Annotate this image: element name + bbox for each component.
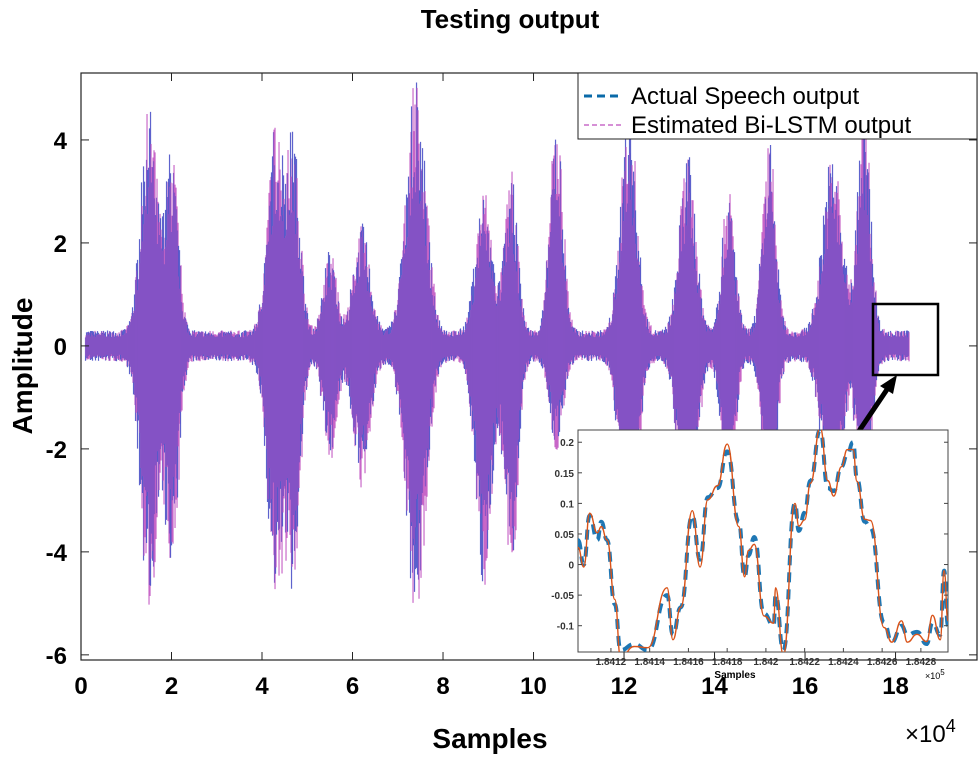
inset-chart: 1.8412 1.8414 1.8416 1.8418 1.842 1.8422 1.842… <box>551 429 949 681</box>
x-multiplier-exp: 4 <box>946 716 956 736</box>
inset-plot <box>578 430 948 652</box>
main-ticks: 0 2 4 6 8 10 12 14 16 18 4 2 0 -2 -4 -6 <box>46 73 977 700</box>
x-tick-label: 14 <box>701 673 728 700</box>
x-tick-label: 16 <box>792 673 819 700</box>
zoom-region-box <box>871 302 940 377</box>
y-tick-label: 4 <box>54 128 68 155</box>
inset-background <box>577 429 949 653</box>
x-tick-label: 8 <box>436 673 449 700</box>
zoom-arrowhead <box>880 375 897 394</box>
y-tick-label: -2 <box>46 437 67 464</box>
y-axis-label: Amplitude <box>7 298 38 435</box>
inset-x-multiplier-base: ×10 <box>925 671 940 681</box>
inset-x-tick-label: 1.8422 <box>789 657 820 668</box>
x-axis-label: Samples <box>432 723 547 754</box>
y-tick-label: 0 <box>54 334 67 361</box>
y-tick-label: -6 <box>46 643 67 670</box>
legend-label-estimated: Estimated Bi-LSTM output <box>631 112 911 139</box>
inset-x-tick-label: 1.8428 <box>906 657 937 668</box>
legend-box <box>577 72 978 140</box>
inset-y-tick-label: 0 <box>568 561 574 572</box>
inset-x-multiplier: ×105 <box>925 668 945 681</box>
x-tick-label: 10 <box>520 673 547 700</box>
inset-x-tick-label: 1.8412 <box>596 657 627 668</box>
inset-ticks: 1.8412 1.8414 1.8416 1.8418 1.842 1.8422 1.842… <box>551 438 948 668</box>
inset-y-tick-label: 0.05 <box>555 530 575 541</box>
x-tick-label: 0 <box>74 673 87 700</box>
inset-x-tick-label: 1.842 <box>753 657 778 668</box>
inset-y-tick-label: 0.2 <box>560 438 574 449</box>
inset-x-tick-label: 1.8416 <box>673 657 704 668</box>
x-tick-label: 12 <box>611 673 638 700</box>
x-tick-label: 18 <box>882 673 909 700</box>
inset-x-tick-label: 1.8424 <box>828 657 859 668</box>
inset-x-tick-label: 1.8418 <box>712 657 743 668</box>
inset-estimated-line <box>578 430 948 652</box>
inset-series <box>578 430 948 652</box>
axes-frame <box>80 72 978 661</box>
inset-x-tick-label: 1.8426 <box>867 657 898 668</box>
inset-y-tick-label: -0.1 <box>557 622 575 633</box>
inset-y-tick-label: 0.15 <box>555 469 575 480</box>
y-tick-label: -4 <box>46 540 68 567</box>
inset-x-label: Samples <box>714 670 756 681</box>
legend-label-actual: Actual Speech output <box>631 83 859 110</box>
x-multiplier-base: ×10 <box>905 721 946 748</box>
inset-x-tick-label: 1.8414 <box>634 657 665 668</box>
inset-x-multiplier-exp: 5 <box>940 668 945 677</box>
legend: Actual Speech output Estimated Bi-LSTM o… <box>577 72 978 140</box>
x-multiplier: ×104 <box>905 716 956 748</box>
inset-y-tick-label: -0.05 <box>551 591 574 602</box>
inset-y-tick-label: 0.1 <box>560 499 574 510</box>
x-tick-label: 6 <box>346 673 359 700</box>
x-tick-label: 4 <box>255 673 269 700</box>
y-tick-label: 2 <box>54 231 67 258</box>
chart-title: Testing output <box>421 4 600 34</box>
x-tick-label: 2 <box>165 673 178 700</box>
